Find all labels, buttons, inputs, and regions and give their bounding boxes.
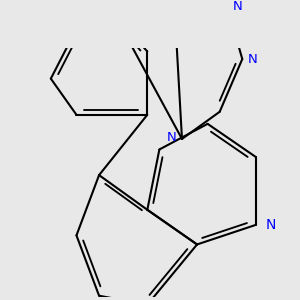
Text: N: N	[232, 0, 242, 13]
Text: N: N	[266, 218, 276, 232]
Text: N: N	[167, 131, 177, 144]
Text: N: N	[248, 52, 257, 65]
